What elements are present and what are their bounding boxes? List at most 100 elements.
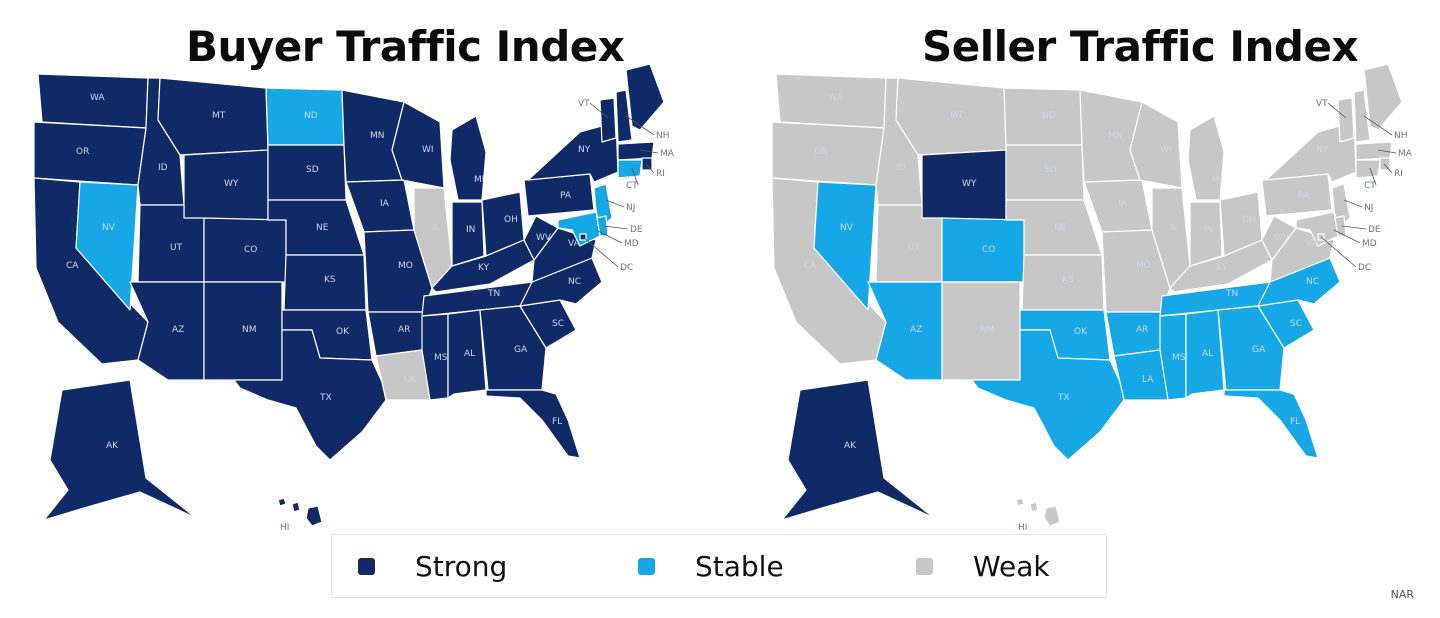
seller-label-ct: CT — [1364, 181, 1376, 191]
buyer-label-ct: CT — [626, 181, 638, 191]
seller-leader-ri — [1383, 163, 1393, 174]
seller-state-ct — [1355, 159, 1381, 179]
seller-label-mo: MO — [1136, 261, 1151, 271]
seller-state-wi — [1129, 101, 1183, 189]
buyer-leader-nh — [625, 115, 655, 136]
seller-label-ok: OK — [1074, 327, 1088, 337]
seller-label-ny: NY — [1316, 145, 1329, 155]
seller-state-nv — [813, 181, 877, 311]
seller-label-wa: WA — [828, 93, 843, 103]
buyer-leader-vt — [589, 102, 609, 119]
buyer-state-vt — [599, 97, 617, 143]
buyer-label-fl: FL — [552, 417, 562, 427]
buyer-label-hi: HI — [280, 523, 289, 530]
seller-label-wv: WV — [1274, 233, 1290, 243]
seller-label-ri: RI — [1394, 169, 1403, 179]
buyer-leader-ct — [631, 167, 639, 186]
buyer-label-ny: NY — [578, 145, 591, 155]
seller-label-mi: MI — [1212, 175, 1222, 185]
buyer-label-dc: DC — [620, 263, 633, 273]
seller-label-or: OR — [814, 147, 827, 157]
buyer-state-fl — [485, 389, 581, 459]
seller-label-in: IN — [1204, 225, 1213, 235]
seller-label-la: LA — [1142, 375, 1154, 385]
legend-label-stable: Stable — [695, 549, 784, 583]
buyer-state-wi — [391, 101, 445, 189]
buyer-state-nh — [615, 89, 633, 143]
buyer-state-ri — [641, 157, 653, 171]
seller-state-ri — [1379, 157, 1391, 171]
buyer-label-ri: RI — [656, 169, 665, 179]
buyer-label-ma: MA — [660, 149, 675, 159]
buyer-label-sd: SD — [306, 165, 319, 175]
buyer-label-ne: NE — [316, 223, 329, 233]
seller-label-ca: CA — [804, 261, 817, 271]
seller-label-ut: UT — [908, 243, 921, 253]
buyer-label-nv: NV — [102, 223, 116, 233]
buyer-leader-nj — [605, 199, 625, 208]
seller-label-pa: PA — [1298, 191, 1310, 201]
buyer-label-nm: NM — [242, 325, 257, 335]
buyer-label-ok: OK — [336, 327, 350, 337]
seller-label-ky: KY — [1216, 263, 1228, 273]
buyer-label-tn: TN — [487, 289, 500, 299]
legend-swatch-weak — [916, 557, 933, 575]
seller-label-md: MD — [1362, 239, 1377, 249]
buyer-label-md: MD — [624, 239, 639, 249]
legend-item-stable: Stable — [638, 535, 784, 597]
buyer-label-ar: AR — [398, 325, 410, 335]
buyer-label-va: VA — [568, 239, 581, 249]
buyer-state-hi — [277, 497, 323, 527]
footer-mark: NAR — [1390, 588, 1414, 601]
buyer-state-tx — [233, 329, 387, 461]
seller-label-ms: MS — [1172, 353, 1186, 363]
buyer-label-tx: TX — [319, 393, 332, 403]
seller-label-az: AZ — [910, 325, 922, 335]
legend-swatch-strong — [358, 557, 375, 575]
buyer-map-title: Buyer Traffic Index — [186, 22, 625, 71]
seller-label-al: AL — [1202, 349, 1213, 359]
buyer-label-mi: MI — [474, 175, 484, 185]
buyer-label-ia: IA — [380, 199, 390, 209]
buyer-state-ar — [367, 311, 425, 357]
seller-label-nh: NH — [1394, 131, 1408, 141]
seller-state-vt — [1337, 97, 1355, 143]
buyer-label-ga: GA — [514, 345, 528, 355]
seller-state-tx — [971, 329, 1125, 461]
buyer-leader-md — [595, 229, 623, 244]
seller-state-ms — [1159, 313, 1187, 401]
buyer-label-vt: VT — [578, 99, 590, 109]
seller-label-mn: MN — [1108, 131, 1123, 141]
buyer-label-de: DE — [630, 225, 643, 235]
seller-map-title: Seller Traffic Index — [922, 22, 1359, 71]
buyer-state-md — [557, 211, 601, 247]
seller-state-nh — [1353, 89, 1371, 143]
seller-label-ak: AK — [844, 441, 857, 451]
buyer-label-nc: NC — [568, 277, 581, 287]
buyer-label-mt: MT — [212, 111, 226, 121]
buyer-label-mn: MN — [370, 131, 385, 141]
seller-leader-md — [1333, 229, 1361, 244]
seller-label-nm: NM — [980, 325, 995, 335]
buyer-label-oh: OH — [504, 215, 518, 225]
seller-leader-nh — [1363, 115, 1393, 136]
buyer-label-al: AL — [464, 349, 475, 359]
seller-leader-nj — [1343, 199, 1363, 208]
buyer-state-pa — [523, 173, 595, 217]
legend-swatch-stable — [638, 557, 655, 575]
buyer-state-me — [625, 63, 665, 131]
seller-label-tn: TN — [1225, 289, 1238, 299]
seller-state-ar — [1105, 311, 1163, 357]
buyer-state-nv — [75, 181, 139, 311]
buyer-label-wy: WY — [224, 179, 239, 189]
seller-label-wi: WI — [1160, 145, 1172, 155]
seller-label-sd: SD — [1044, 165, 1057, 175]
seller-label-id: ID — [896, 163, 906, 173]
buyer-label-nh: NH — [656, 131, 670, 141]
legend-label-weak: Weak — [973, 549, 1050, 583]
seller-label-nd: ND — [1042, 111, 1056, 121]
buyer-state-al — [447, 309, 487, 399]
buyer-state-or — [33, 121, 147, 186]
seller-label-ne: NE — [1054, 223, 1067, 233]
buyer-label-co: CO — [244, 245, 257, 255]
